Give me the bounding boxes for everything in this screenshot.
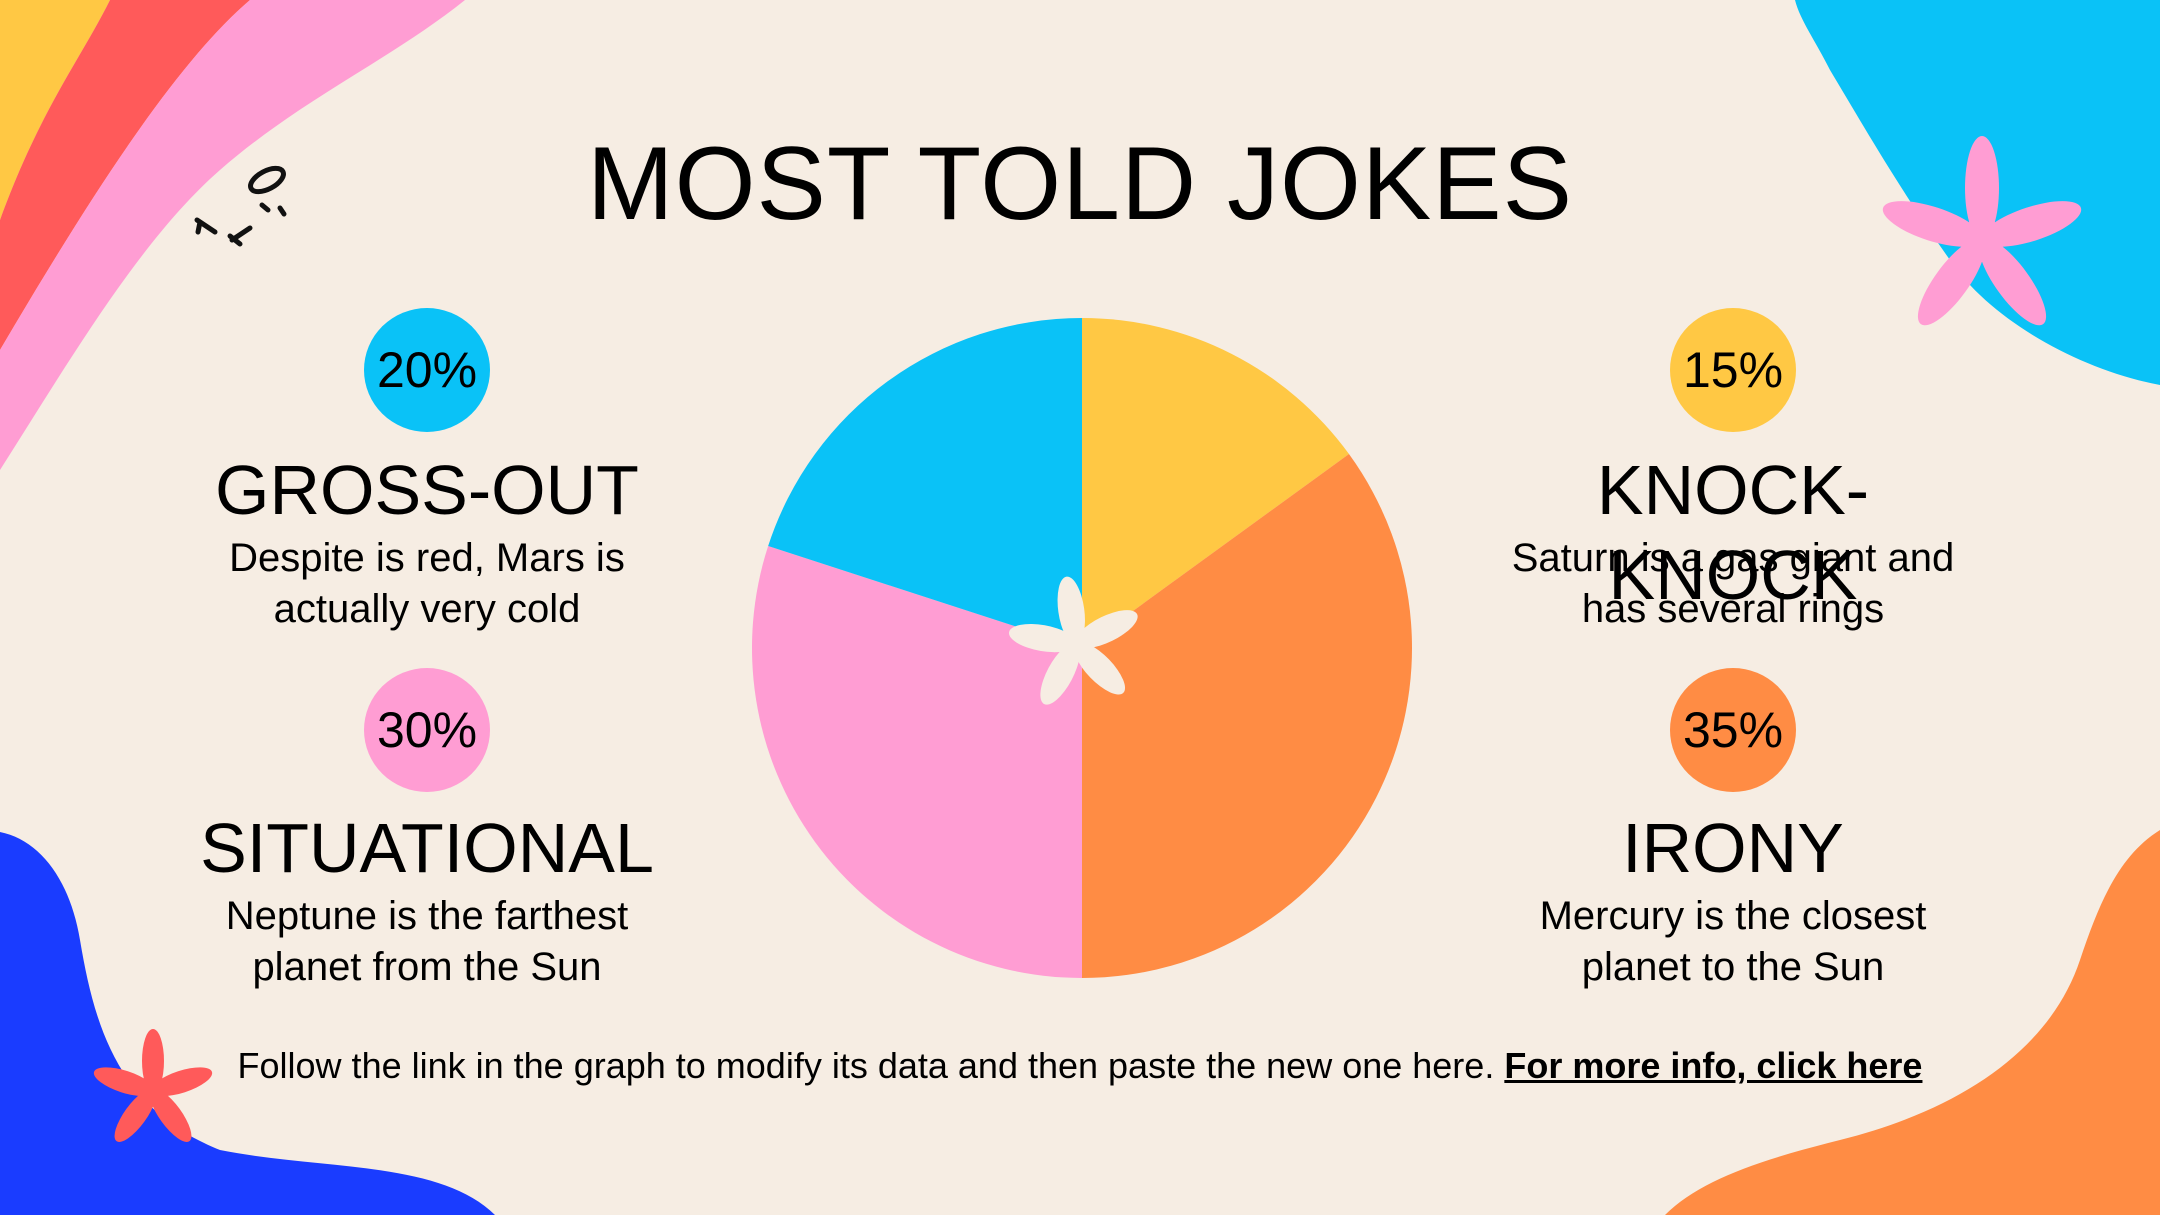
page-title: MOST TOLD JOKES bbox=[587, 126, 1573, 242]
category-desc-gross-out-line1: Despite is red, Mars is bbox=[229, 536, 625, 580]
pink-flower-decoration bbox=[1882, 136, 2082, 326]
pie-slice-situational bbox=[752, 546, 1082, 978]
category-title-irony: IRONY bbox=[1622, 809, 1844, 887]
category-desc-knock-knock-line2: has several rings bbox=[1581, 587, 1885, 631]
center-flower-decoration bbox=[1008, 576, 1138, 705]
category-desc-situational-line1: Neptune is the farthest bbox=[225, 894, 629, 938]
percent-badge-gross-out: 20% bbox=[364, 308, 490, 432]
percent-badge-irony: 35% bbox=[1670, 668, 1796, 792]
pie-slice-gross-out bbox=[768, 318, 1082, 648]
category-title-knock-knock-line2: KNOCK bbox=[1608, 536, 1858, 614]
top-left-yellow-wave bbox=[0, 0, 110, 220]
category-desc-irony-line1: Mercury is the closest bbox=[1539, 894, 1927, 938]
category-desc-irony-line2: planet to the Sun bbox=[1581, 945, 1885, 989]
top-left-pink-wave bbox=[0, 0, 465, 470]
category-title-gross-out: GROSS-OUT bbox=[215, 451, 639, 529]
category-desc-knock-knock-line1: Saturn is a gas giant and bbox=[1511, 536, 1955, 580]
category-title-knock-knock-line1: KNOCK- bbox=[1596, 451, 1870, 529]
category-title-situational: SITUATIONAL bbox=[200, 809, 654, 887]
footer-note: Follow the link in the graph to modify i… bbox=[0, 1044, 2160, 1088]
footer-text: Follow the link in the graph to modify i… bbox=[237, 1045, 1495, 1086]
category-desc-gross-out-line2: actually very cold bbox=[273, 587, 581, 631]
red-flower-decoration bbox=[93, 1029, 213, 1142]
doodle-icon bbox=[194, 165, 287, 247]
pie-slice-irony bbox=[1082, 454, 1412, 978]
top-left-red-wave bbox=[0, 0, 250, 350]
percent-badge-situational: 30% bbox=[364, 668, 490, 792]
more-info-link[interactable]: For more info, click here bbox=[1504, 1045, 1923, 1086]
pie-slice-knock-knock bbox=[1082, 318, 1349, 648]
category-desc-situational-line2: planet from the Sun bbox=[252, 945, 602, 989]
percent-badge-knock-knock: 15% bbox=[1670, 308, 1796, 432]
bottom-right-orange-blob bbox=[1665, 830, 2160, 1215]
